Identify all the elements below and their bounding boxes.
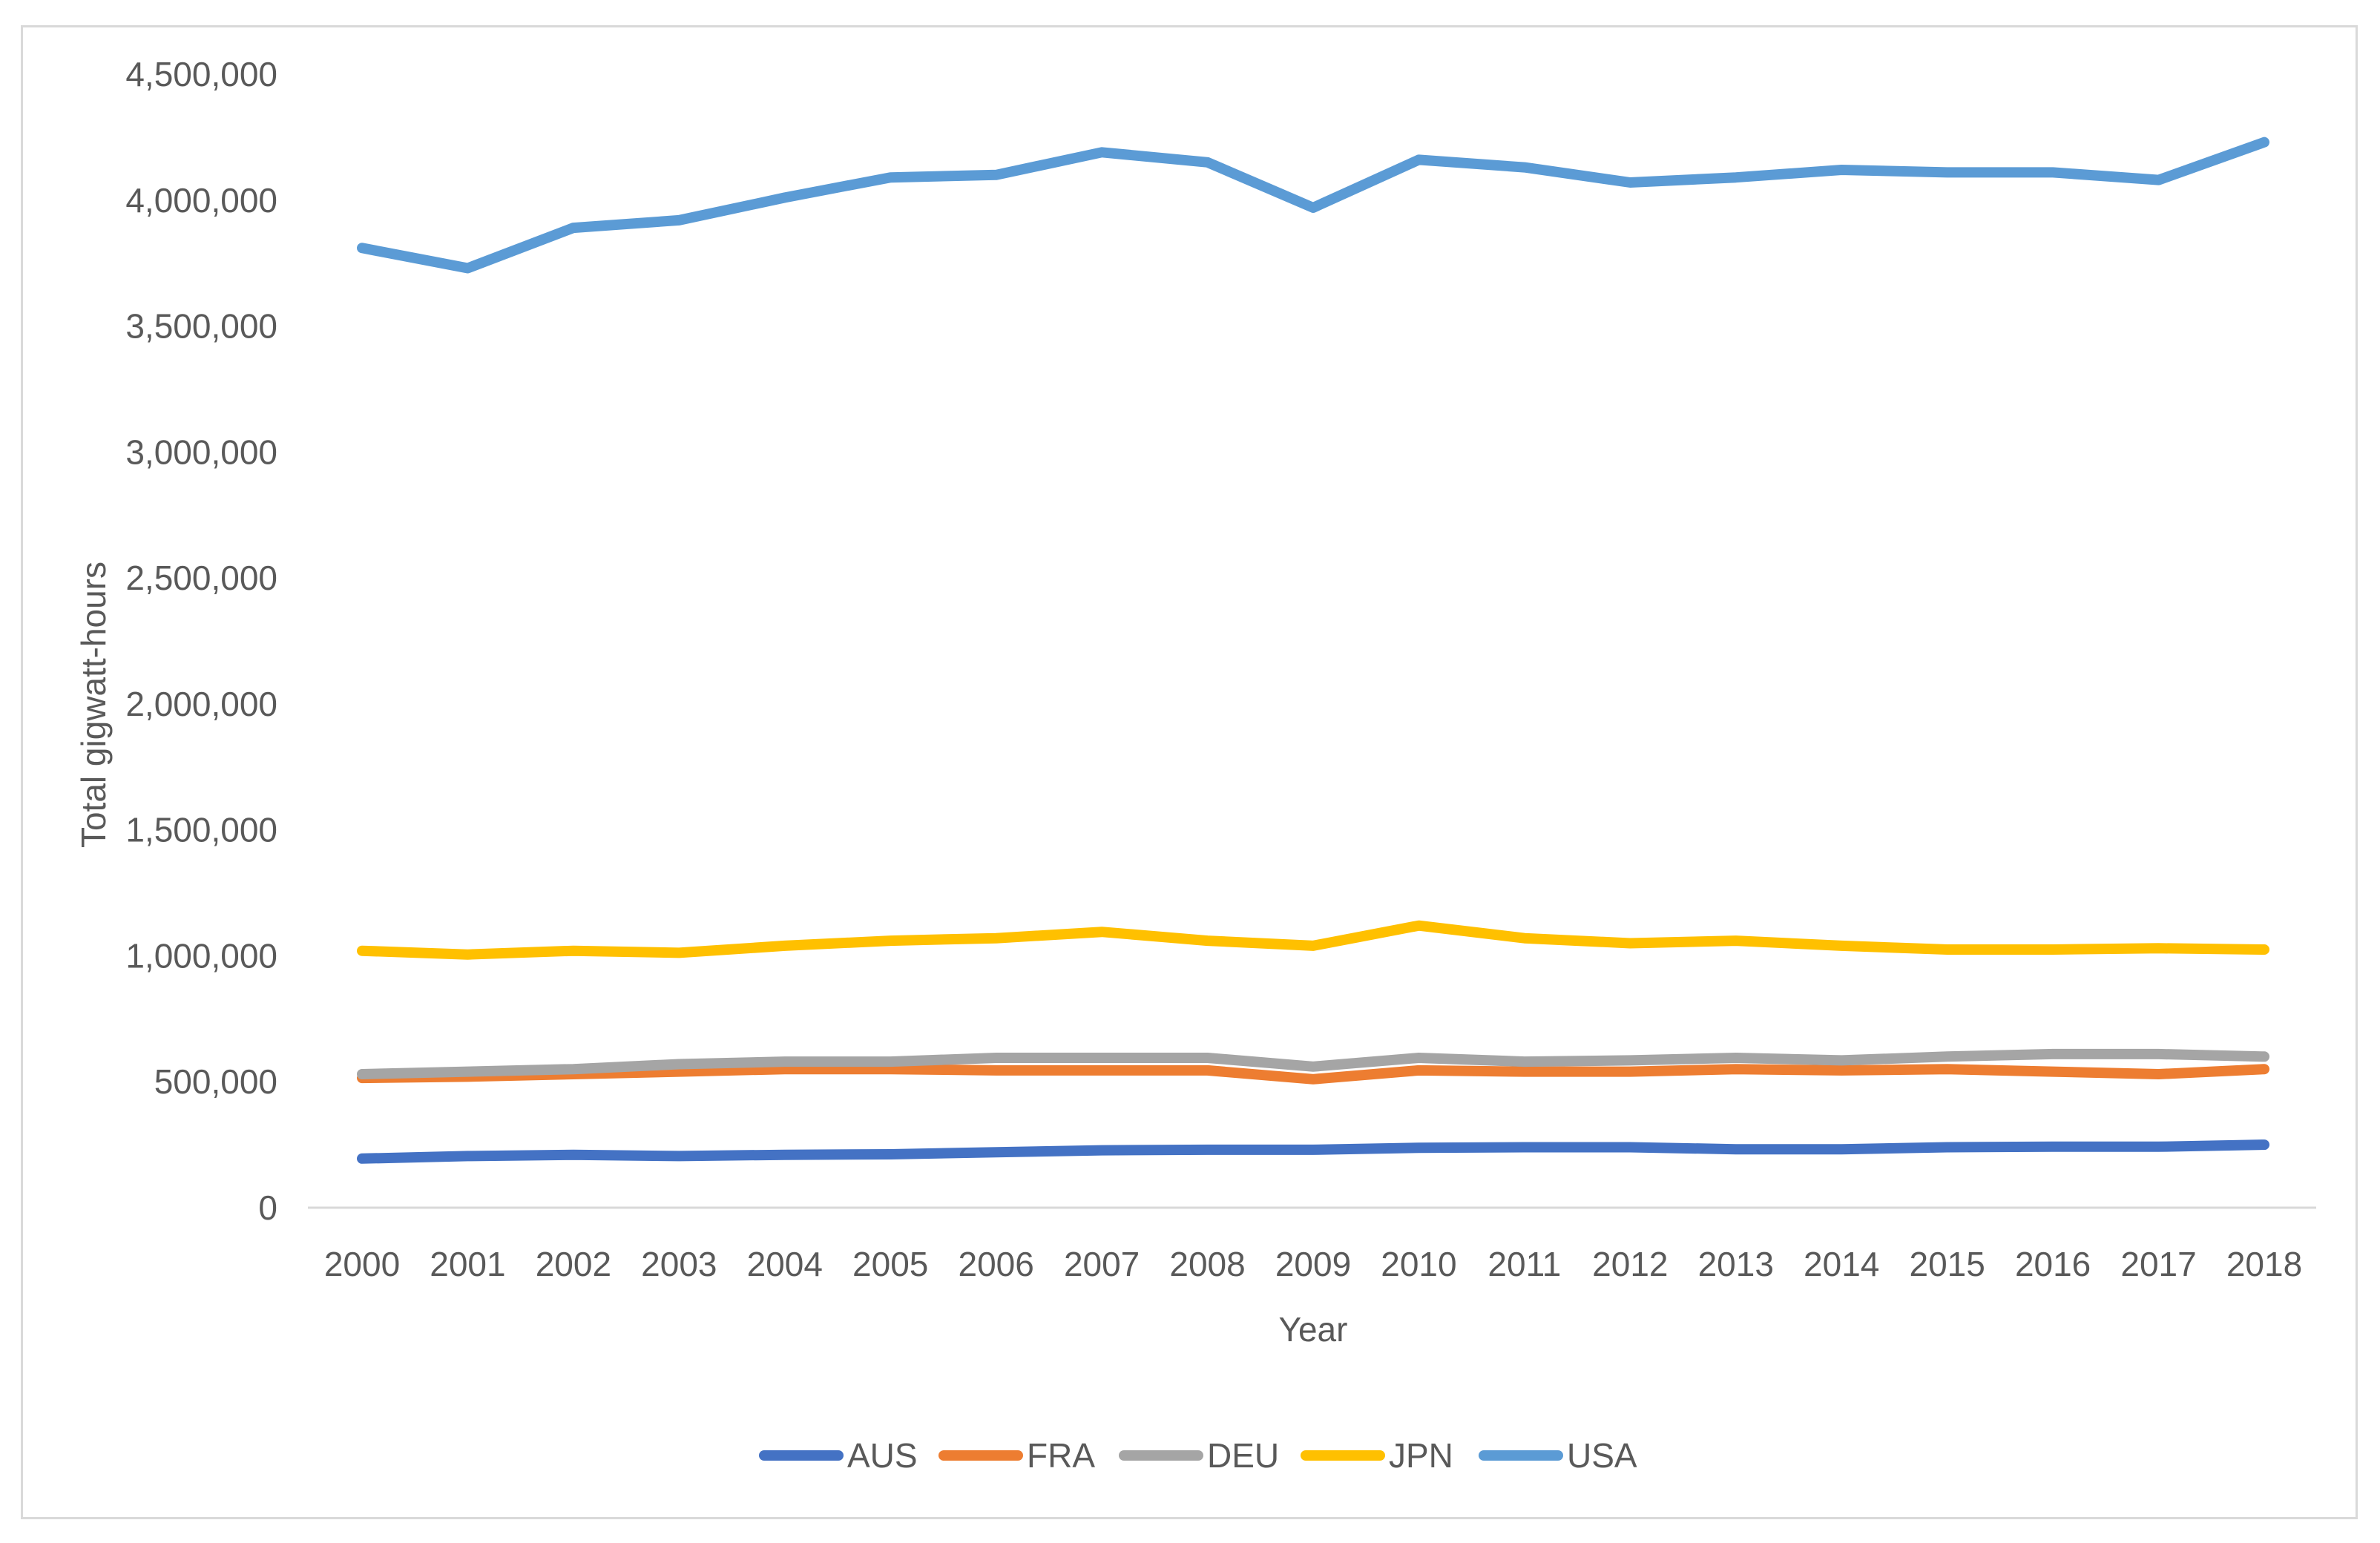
x-tick-label: 2017 [2120,1245,2196,1283]
series-line-aus [357,1139,2269,1164]
x-tick-label: 2009 [1275,1245,1351,1283]
series-line-deu [357,1048,2269,1079]
x-tick-label: 2018 [2226,1245,2302,1283]
x-tick-label: 2012 [1592,1245,1668,1283]
x-tick-label: 2005 [852,1245,928,1283]
x-tick-label: 2006 [958,1245,1033,1283]
legend-label-aus: AUS [847,1436,918,1475]
x-tick-label: 2007 [1064,1245,1140,1283]
series-line-fra [357,1064,2269,1085]
x-tick-label: 2004 [747,1245,823,1283]
y-tick-label: 2,500,000 [125,559,277,597]
x-tick-label: 2016 [2015,1245,2091,1283]
x-tick-label: 2015 [1909,1245,1985,1283]
y-tick-label: 4,500,000 [125,55,277,93]
x-tick-label: 2013 [1698,1245,1774,1283]
legend-label-deu: DEU [1207,1436,1279,1475]
y-tick-label: 500,000 [154,1062,277,1101]
x-tick-label: 2011 [1488,1245,1561,1283]
legend-label-fra: FRA [1027,1436,1095,1475]
chart-frame [21,25,2358,1519]
y-tick-label: 3,000,000 [125,432,277,471]
y-tick-label: 1,500,000 [125,811,277,849]
x-tick-label: 2001 [430,1245,505,1283]
y-tick-label: 1,000,000 [125,936,277,975]
series-lines [357,136,2269,1164]
x-tick-label: 2014 [1804,1245,1879,1283]
x-axis-tick-labels: 2000 2001 2002 2003 2004 2005 2006 2007 2008 2009… [324,1245,2302,1283]
x-tick-label: 2000 [324,1245,400,1283]
y-tick-label: 3,500,000 [125,307,277,346]
series-line-usa [357,136,2269,274]
legend: AUS FRA DEU JPN USA [759,1436,1637,1475]
y-tick-label: 0 [258,1188,277,1227]
y-axis-title: Total gigwatt-hours [74,562,113,848]
x-axis-title: Year [1279,1310,1348,1349]
legend-label-usa: USA [1567,1436,1637,1475]
x-tick-label: 2010 [1381,1245,1456,1283]
y-tick-label: 4,000,000 [125,181,277,220]
y-axis-tick-labels: 0 500,000 1,000,000 1,500,000 2,000,000 2,500… [125,55,277,1227]
series-line-jpn [357,920,2269,960]
legend-label-jpn: JPN [1389,1436,1453,1475]
x-tick-label: 2003 [641,1245,717,1283]
x-tick-label: 2002 [536,1245,611,1283]
y-tick-label: 2,000,000 [125,685,277,723]
x-tick-label: 2008 [1169,1245,1245,1283]
